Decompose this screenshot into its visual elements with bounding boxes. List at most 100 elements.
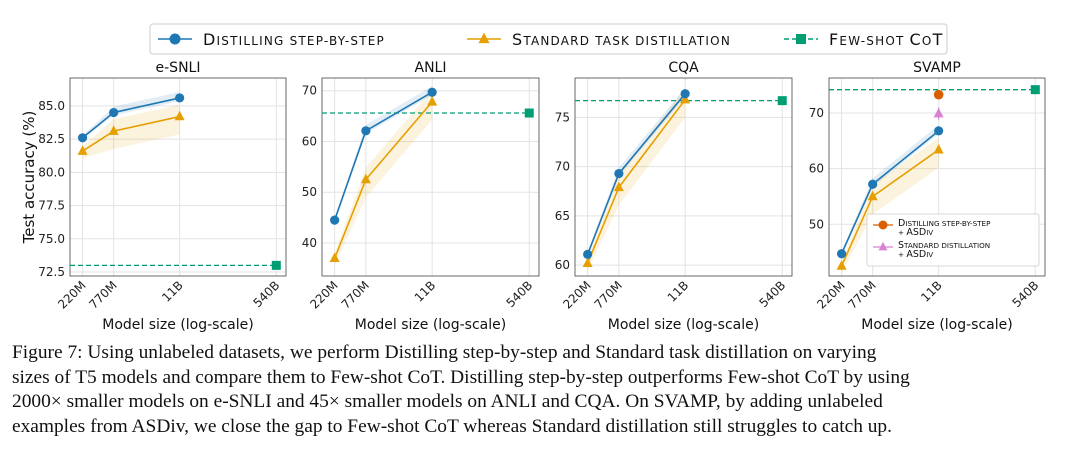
caption-line: 2000× smaller models on e-SNLI and 45× s… [12,391,883,412]
y-tick-label: 60 [302,134,317,148]
inset-legend-label: + ASDIV [898,249,933,260]
y-tick-label: 65 [555,209,570,223]
data-point [836,249,847,259]
legend-label: DISTILLING STEP-BY-STEP [203,30,385,49]
data-point [330,215,340,225]
data-point [175,93,185,103]
data-point [867,190,878,201]
fewshot-marker [1030,85,1040,95]
x-tick-label: 220M [814,278,847,311]
panel-title: e-SNLI [156,60,201,76]
caption-line: sizes of T5 models and compare them to F… [12,366,910,388]
data-point [583,249,593,259]
x-tick-label: 540B [503,278,535,310]
asdiv-standard-point [933,107,944,118]
data-point [329,252,340,262]
y-tick-label: 80.0 [38,165,65,179]
data-point [108,125,119,135]
asdiv-distill-point [933,89,944,100]
data-point [427,96,438,106]
caption-line: Figure 7: Using unlabeled datasets, we p… [12,342,877,363]
data-point [360,173,371,184]
data-point [868,179,878,189]
plot-area [575,78,792,276]
y-tick-label: 72.5 [38,265,65,279]
y-tick-label: 70 [555,160,570,174]
legend-entry: DISTILLING STEP-BY-STEP [158,30,385,49]
x-tick-label: 11B [665,278,692,305]
x-tick-label: 540B [756,278,788,310]
confidence-band [587,87,686,271]
data-point [614,168,624,179]
triangle-icon [478,32,490,44]
figure-caption: Figure 7: Using unlabeled datasets, we p… [12,341,1068,439]
legend: DISTILLING STEP-BY-STEP STANDARD TASK DIS… [149,23,948,55]
inset-legend-label: + ASDIV [898,227,933,238]
y-tick-label: 75 [555,110,570,124]
plot-frame [321,77,540,277]
panel-title: SVAMP [913,60,961,76]
triangle-icon [878,241,888,251]
fewshot-marker [777,96,787,106]
confidence-band [334,89,433,266]
y-tick-label: 50 [809,217,824,231]
plot-frame [828,77,1046,277]
x-tick-label: 770M [86,278,119,311]
data-point [613,181,624,192]
data-point [934,126,944,136]
data-point [836,260,847,270]
confidence-band [841,137,939,274]
data-point [174,110,185,121]
y-tick-label: 82.5 [38,132,65,146]
inset-legend-box [866,213,1040,267]
data-point [680,93,691,104]
x-tick-label: 220M [307,278,340,311]
y-tick-label: 60 [809,162,824,176]
y-tick-label: 50 [302,185,317,199]
y-tick-label: 70 [302,84,317,98]
confidence-band [82,104,180,159]
x-tick-label: 770M [845,278,878,311]
legend-entry: STANDARD TASK DISTILLATION [467,30,731,49]
confidence-band [334,86,433,222]
x-tick-label: 540B [1009,278,1041,310]
plot-frame [574,77,793,277]
x-axis-label: Model size (log-scale) [608,317,759,333]
x-tick-label: 11B [159,278,186,305]
x-tick-label: 770M [339,278,372,311]
data-point [680,89,690,99]
y-tick-label: 40 [302,236,317,250]
fewshot-marker [524,108,534,118]
data-point [109,107,119,118]
square-icon [796,34,806,44]
data-point [427,87,437,97]
figure-7: DISTILLING STEP-BY-STEP STANDARD TASK DIS… [20,23,1046,333]
legend-label: STANDARD TASK DISTILLATION [512,30,731,49]
circle-icon [878,220,888,230]
x-tick-label: 220M [55,278,88,311]
y-tick-label: 85.0 [38,99,65,113]
y-tick-label: 70 [809,106,824,120]
fewshot-marker [271,260,281,270]
y-tick-label: 77.5 [38,199,65,213]
y-tick-label: 60 [555,258,570,272]
y-tick-label: 75.0 [38,232,65,246]
x-axis-label: Model size (log-scale) [102,317,253,333]
data-point [77,133,88,143]
x-tick-label: 11B [412,278,439,305]
x-tick-label: 770M [592,278,625,311]
plot-area [70,78,286,276]
circle-icon [169,33,181,45]
inset-legend-label: STANDARD DISTILLATION [898,240,990,251]
x-tick-label: 540B [250,278,282,310]
x-axis-label: Model size (log-scale) [355,317,506,333]
x-tick-label: 220M [560,278,593,311]
data-point [582,257,593,267]
data-point [933,143,944,154]
legend-entry: FEW-SHOT COT [784,30,942,49]
y-axis-label: Test accuracy (%) [20,111,38,245]
